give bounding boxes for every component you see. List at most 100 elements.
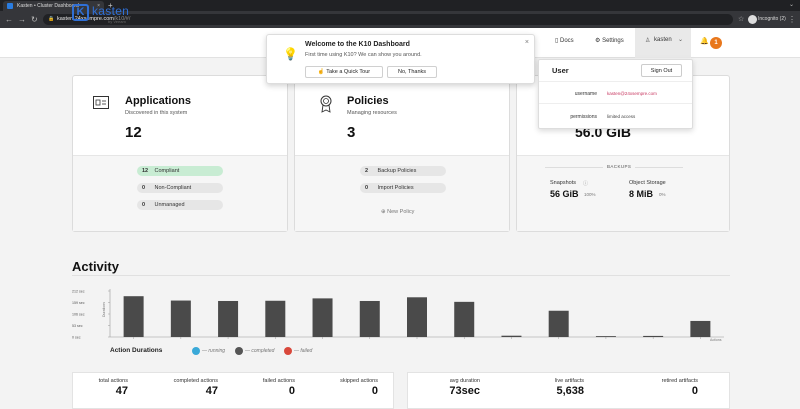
star-icon[interactable]: ☆ [738,16,745,23]
tab-close-icon[interactable]: × [97,3,100,9]
info-icon[interactable]: ⓘ [583,181,589,187]
stat-label: total actions [98,378,128,384]
more-icon[interactable]: ⋮ [788,15,796,24]
stat-value: 0 [691,385,698,397]
compliant-pill[interactable]: 12 Compliant [137,166,223,176]
forward-icon[interactable]: → [18,15,26,24]
policies-card[interactable]: Policies Managing resources 3 2 Backup P… [294,75,510,232]
snapshots-percent: 100% [584,192,596,197]
chart-bar[interactable] [690,320,711,337]
chart-bar[interactable] [407,297,427,337]
new-policy-label: New Policy [387,209,415,215]
applications-card[interactable]: Applications Discovered in this system 1… [72,75,288,232]
activity-title: Activity [72,259,119,274]
legend-running-swatch [192,346,200,355]
stat-value: 0 [371,385,378,397]
take-tour-button[interactable]: ☝ Take a Quick Tour [305,66,383,78]
logo-name: kasten [92,4,130,18]
award-icon [320,95,332,113]
divider [539,81,692,82]
docs-label: Docs [559,38,574,44]
permissions-value: limited access [607,114,636,119]
pill-count: 0 [365,185,369,191]
stat-label: skipped actions [340,378,378,384]
applications-title: Applications [125,95,192,107]
y-tick-label: 53 sec [72,324,83,328]
user-name: kasten [654,37,672,43]
chart-bar[interactable] [123,296,144,337]
chart-bar[interactable] [170,300,191,337]
applications-icon [93,96,109,109]
object-storage-value: 8 MiB [629,189,654,199]
legend-running[interactable]: — running [192,346,225,356]
new-tab-button[interactable]: + [108,1,113,10]
stat-value: 47 [205,385,218,397]
browser-tab[interactable]: Kasten • Cluster Dashboard × [3,1,104,11]
pill-count: 12 [142,168,149,174]
stat-value: 5,638 [556,385,584,397]
lightbulb-icon: 💡 [283,47,298,61]
import-policies-pill[interactable]: 0 Import Policies [360,183,446,193]
policies-count: 3 [347,124,356,141]
sign-out-button[interactable]: Sign Out [641,64,682,77]
chart-bar[interactable] [643,335,664,337]
chart-bar[interactable] [501,335,522,337]
address-bar[interactable]: 🔒 kasten.24xsempre.com/k10/#/ [43,14,733,25]
legend-label: — running [202,348,226,354]
incognito-icon [748,15,757,24]
legend-failed[interactable]: — failed [284,346,312,356]
logo-mark: K [72,4,89,21]
back-icon[interactable]: ← [5,15,13,24]
y-tick-label: 212 sec [72,290,85,294]
chart-bar[interactable] [595,336,616,337]
notification-badge[interactable]: 1 [710,37,722,49]
no-thanks-button[interactable]: No, Thanks [387,66,437,78]
unmanaged-pill[interactable]: 0 Unmanaged [137,200,223,210]
permissions-label: permissions [570,114,597,120]
stat-retired-artifacts: retired artifacts 0 [640,378,698,397]
backups-label: BACKUPS [603,164,636,169]
snapshots-value: 56 GiB [550,189,579,199]
chart-bar[interactable] [265,300,286,337]
user-menu-button[interactable]: ♙ kasten ⌄ [635,28,691,58]
legend-completed[interactable]: — completed [235,346,274,356]
chart-bar[interactable] [359,300,380,337]
pill-label: Compliant [154,168,180,174]
bell-icon[interactable]: 🔔 [700,38,709,45]
docs-link[interactable]: ▯ Docs [555,37,574,44]
legend-label: — failed [294,348,313,354]
tab-search-icon[interactable]: ⌄ [788,2,794,8]
incognito-indicator[interactable]: Incognito (2) [748,14,786,25]
pointer-icon: ☝ [317,69,325,75]
chart-bar[interactable] [218,300,239,337]
book-icon: ▯ [555,38,559,44]
durations-chart[interactable]: 212 sec 159 sec 106 sec 53 sec 0 sec Duration… [72,282,730,342]
chart-bar[interactable] [312,298,333,337]
policies-subtitle: Managing resources [347,110,397,116]
kasten-logo[interactable]: K kasten by Veeam [72,3,142,27]
stat-failed-actions: failed actions 0 [233,378,295,397]
reload-icon[interactable]: ↻ [31,15,38,24]
legend-label: — completed [245,348,275,354]
chart-bar[interactable] [454,301,475,337]
close-icon[interactable]: × [524,39,529,46]
stat-avg-duration: avg duration 73sec [428,378,480,397]
new-policy-link[interactable]: ⊕ New Policy [381,209,414,215]
settings-label: Settings [602,38,624,44]
backup-policies-pill[interactable]: 2 Backup Policies [360,166,446,176]
settings-link[interactable]: ⚙ Settings [595,37,624,44]
welcome-subtitle: First time using K10? We can show you ar… [305,52,422,58]
gear-icon: ⚙ [595,38,601,44]
chart-bar[interactable] [548,310,569,337]
stat-label: completed actions [173,378,218,384]
welcome-title: Welcome to the K10 Dashboard [305,41,410,48]
non-compliant-pill[interactable]: 0 Non-Compliant [137,183,223,193]
object-storage-label: Object Storage [629,180,666,186]
pill-count: 0 [142,185,146,191]
applications-count: 12 [125,124,142,141]
chevron-down-icon: ⌄ [678,37,684,43]
pill-label: Import Policies [377,185,414,191]
legend-completed-swatch [235,346,243,355]
pill-count: 0 [142,202,146,208]
stat-skipped-actions: skipped actions 0 [313,378,378,397]
